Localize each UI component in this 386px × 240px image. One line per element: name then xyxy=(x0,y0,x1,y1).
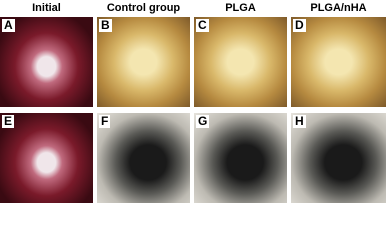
photo: H xyxy=(291,113,386,203)
photo: E xyxy=(0,113,93,203)
figure: Initial Control group PLGA PLGA/nHA A B … xyxy=(0,2,386,203)
column-header: PLGA/nHA xyxy=(310,2,367,14)
panel-label: G xyxy=(196,114,210,128)
column-header: Initial xyxy=(32,2,61,14)
photo: G xyxy=(194,113,287,203)
column-header: PLGA xyxy=(225,2,256,14)
panel-label: A xyxy=(2,18,15,32)
photo: D xyxy=(291,17,386,107)
panel-label: H xyxy=(293,114,306,128)
column-header: Control group xyxy=(106,2,181,14)
panel-label: C xyxy=(196,18,209,32)
photo: C xyxy=(194,17,287,107)
photo: B xyxy=(97,17,190,107)
photo: F xyxy=(97,113,190,203)
photo: A xyxy=(0,17,93,107)
panel-label: F xyxy=(99,114,111,128)
panel-label: D xyxy=(293,18,306,32)
panel-label: E xyxy=(2,114,15,128)
panel-label: B xyxy=(99,18,112,32)
